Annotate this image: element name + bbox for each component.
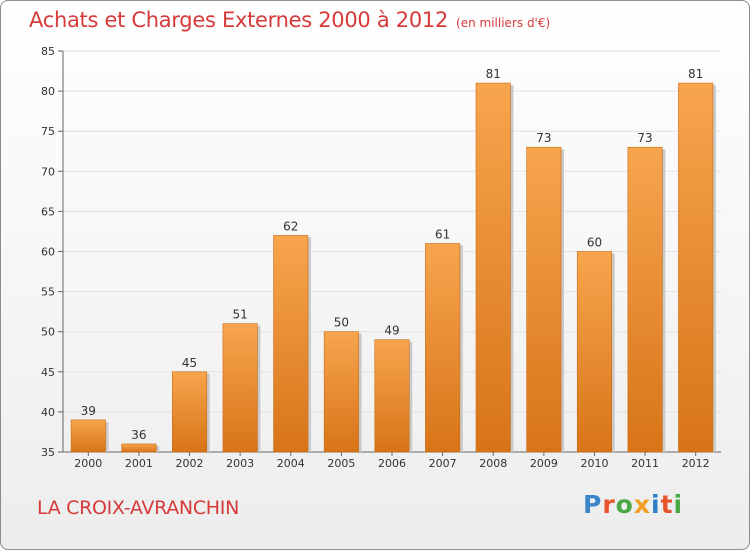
chart-title-text: Achats et Charges Externes 2000 à 2012: [29, 8, 449, 32]
data-label: 50: [334, 316, 349, 330]
x-tick-label: 2006: [378, 457, 406, 470]
location-name: LA CROIX-AVRANCHIN: [37, 497, 239, 519]
chart-title: Achats et Charges Externes 2000 à 2012 (e…: [29, 8, 550, 32]
bar-2006[interactable]: [374, 339, 410, 453]
data-label: 36: [131, 428, 146, 442]
data-label: 73: [637, 131, 652, 145]
logo-letter: P: [583, 490, 603, 519]
data-label: 81: [688, 67, 703, 81]
x-tick-label: 2004: [277, 457, 305, 470]
x-tick-label: 2007: [429, 457, 457, 470]
bar-2012[interactable]: [678, 82, 714, 453]
data-label: 39: [81, 404, 96, 418]
y-tick-label: 50: [41, 326, 55, 339]
bar-2001[interactable]: [121, 443, 157, 453]
x-tick-label: 2005: [327, 457, 355, 470]
logo-letter: t: [660, 490, 674, 519]
bar-2000[interactable]: [70, 419, 106, 453]
x-tick-label: 2002: [176, 457, 204, 470]
x-tick-label: 2001: [125, 457, 153, 470]
bar-2009[interactable]: [526, 146, 562, 453]
y-tick-label: 85: [41, 45, 55, 58]
x-tick-label: 2000: [74, 457, 102, 470]
bar-2007[interactable]: [425, 243, 461, 453]
y-tick-label: 55: [41, 286, 55, 299]
y-tick-label: 40: [41, 406, 55, 419]
logo-letter: i: [673, 490, 684, 519]
data-label: 45: [182, 356, 197, 370]
bar-2010[interactable]: [576, 251, 612, 453]
data-label: 81: [486, 67, 501, 81]
logo-letter: x: [633, 490, 651, 519]
logo-letter: r: [602, 490, 616, 519]
bar-2002[interactable]: [172, 371, 208, 453]
x-tick-label: 2009: [530, 457, 558, 470]
x-tick-label: 2012: [682, 457, 710, 470]
y-tick-label: 75: [41, 125, 55, 138]
x-tick-label: 2010: [580, 457, 608, 470]
chart-unit: (en milliers d'€): [456, 16, 551, 30]
x-tick-label: 2003: [226, 457, 254, 470]
proxiti-logo[interactable]: Proxiti: [583, 490, 683, 519]
data-label: 61: [435, 227, 450, 241]
y-tick-label: 60: [41, 246, 55, 259]
bar-2008[interactable]: [475, 82, 511, 453]
logo-letter: o: [615, 490, 634, 519]
bar-2011[interactable]: [627, 146, 663, 453]
data-label: 62: [283, 219, 298, 233]
logo-letter: i: [651, 490, 661, 519]
y-tick-label: 45: [41, 366, 55, 379]
y-tick-label: 35: [41, 446, 55, 459]
y-tick-label: 65: [41, 205, 55, 218]
bar-2003[interactable]: [222, 323, 258, 453]
x-tick-label: 2011: [631, 457, 659, 470]
y-tick-label: 70: [41, 165, 55, 178]
bar-2004[interactable]: [273, 235, 309, 453]
x-tick-label: 2008: [479, 457, 507, 470]
data-label: 51: [233, 308, 248, 322]
data-label: 60: [587, 236, 602, 250]
y-tick-label: 80: [41, 85, 55, 98]
data-label: 73: [536, 131, 551, 145]
data-label: 49: [384, 324, 399, 338]
bar-2005[interactable]: [323, 331, 359, 453]
